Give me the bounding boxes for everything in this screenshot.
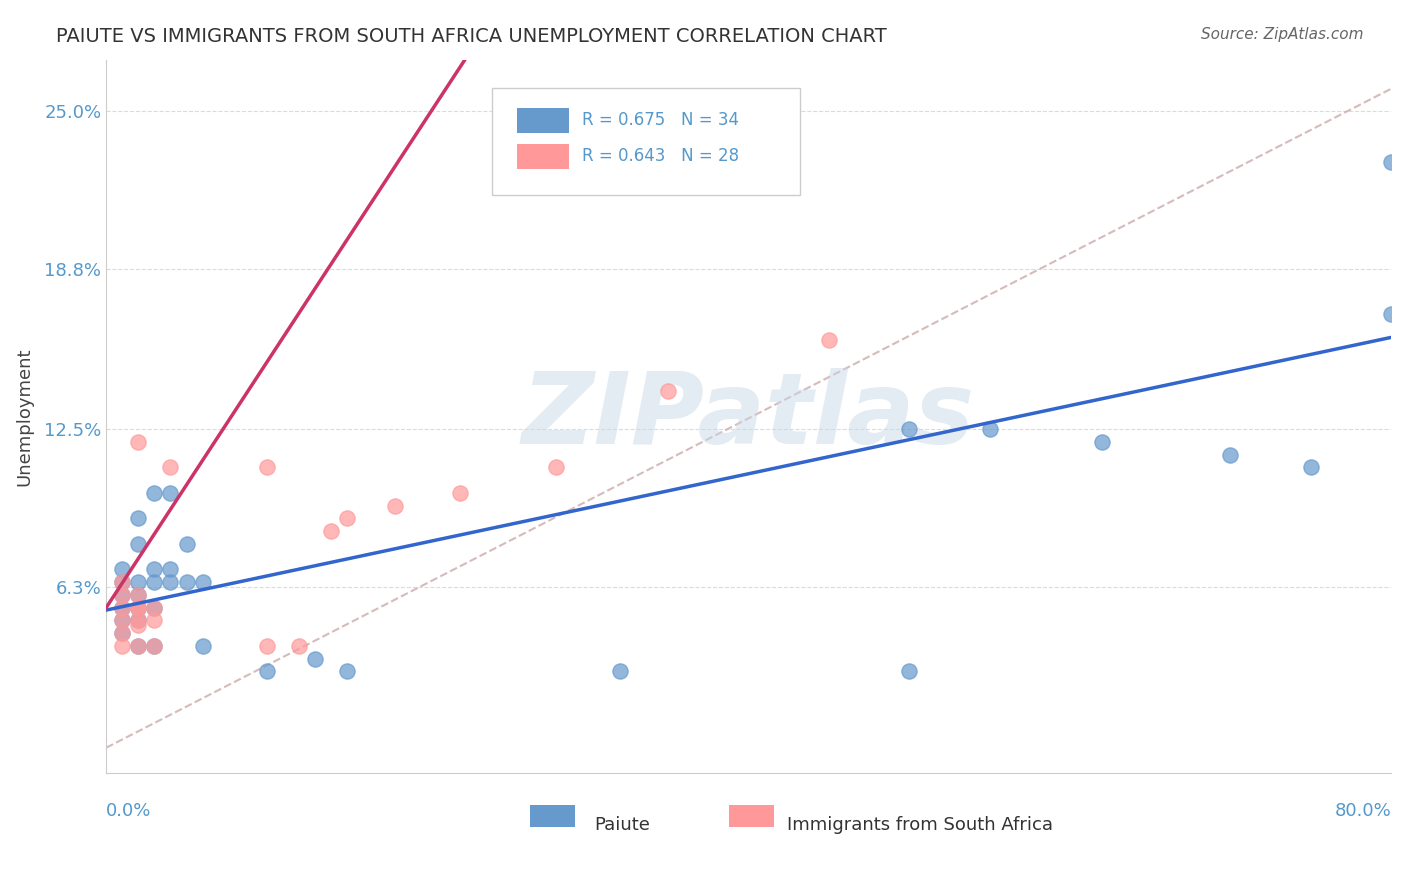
Text: Immigrants from South Africa: Immigrants from South Africa [787,816,1053,834]
Point [111,626,134,640]
Point [143,600,166,615]
Point [384,499,406,513]
FancyBboxPatch shape [517,108,569,133]
Text: 80.0%: 80.0% [1334,802,1391,820]
FancyBboxPatch shape [730,805,775,827]
Point [449,486,471,500]
Text: ZIPatlas: ZIPatlas [522,368,976,465]
Point [111,588,134,602]
Text: Paiute: Paiute [595,816,651,834]
Point [143,639,166,653]
Point [111,639,134,653]
Text: R = 0.643   N = 28: R = 0.643 N = 28 [582,147,738,165]
Point [127,618,149,632]
Point [143,600,166,615]
Point [127,600,149,615]
FancyBboxPatch shape [530,805,575,827]
FancyBboxPatch shape [492,88,800,195]
Point [191,575,214,590]
Point [111,600,134,615]
Point [319,524,342,538]
Point [159,460,181,475]
Point [127,639,149,653]
Point [1219,448,1241,462]
Text: Source: ZipAtlas.com: Source: ZipAtlas.com [1201,27,1364,42]
Point [127,588,149,602]
Point [127,575,149,590]
Point [143,639,166,653]
Point [127,600,149,615]
Point [256,665,278,679]
Point [127,434,149,449]
Point [1379,308,1402,322]
Point [143,575,166,590]
Point [159,486,181,500]
Point [336,511,359,525]
Point [898,665,921,679]
Point [1299,460,1322,475]
Point [256,639,278,653]
Point [898,422,921,436]
Point [111,575,134,590]
Point [979,422,1001,436]
Point [256,460,278,475]
Point [544,460,567,475]
Point [191,639,214,653]
Point [143,613,166,627]
Point [143,562,166,576]
Point [288,639,311,653]
Point [127,537,149,551]
Point [111,562,134,576]
Point [111,600,134,615]
Text: R = 0.675   N = 34: R = 0.675 N = 34 [582,112,738,129]
Point [111,588,134,602]
Point [127,613,149,627]
Point [336,665,359,679]
Point [127,613,149,627]
Point [127,639,149,653]
Point [159,562,181,576]
Text: PAIUTE VS IMMIGRANTS FROM SOUTH AFRICA UNEMPLOYMENT CORRELATION CHART: PAIUTE VS IMMIGRANTS FROM SOUTH AFRICA U… [56,27,887,45]
Point [111,613,134,627]
Point [657,384,679,398]
FancyBboxPatch shape [517,144,569,169]
Point [1091,434,1114,449]
Point [111,575,134,590]
Point [143,486,166,500]
Point [127,600,149,615]
Point [304,651,326,665]
Point [176,537,198,551]
Point [818,333,841,347]
Point [127,588,149,602]
Text: 0.0%: 0.0% [107,802,152,820]
Y-axis label: Unemployment: Unemployment [15,347,32,485]
Point [159,575,181,590]
Point [609,665,631,679]
Point [127,511,149,525]
Point [176,575,198,590]
Point [111,626,134,640]
Point [111,613,134,627]
Point [1379,154,1402,169]
